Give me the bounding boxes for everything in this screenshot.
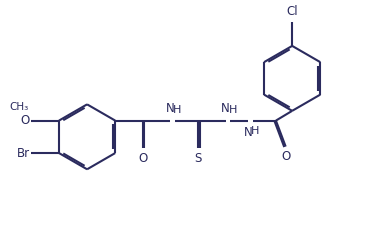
Text: S: S [194, 152, 202, 165]
Text: Br: Br [17, 146, 30, 160]
Text: N: N [221, 102, 230, 115]
Text: O: O [21, 114, 30, 127]
Text: N: N [166, 102, 175, 115]
Text: H: H [173, 105, 182, 115]
Text: Cl: Cl [286, 5, 298, 18]
Text: H: H [251, 126, 260, 137]
Text: CH₃: CH₃ [10, 102, 29, 113]
Text: O: O [281, 150, 290, 164]
Text: N: N [244, 126, 253, 139]
Text: O: O [138, 152, 148, 165]
Text: H: H [228, 105, 237, 115]
